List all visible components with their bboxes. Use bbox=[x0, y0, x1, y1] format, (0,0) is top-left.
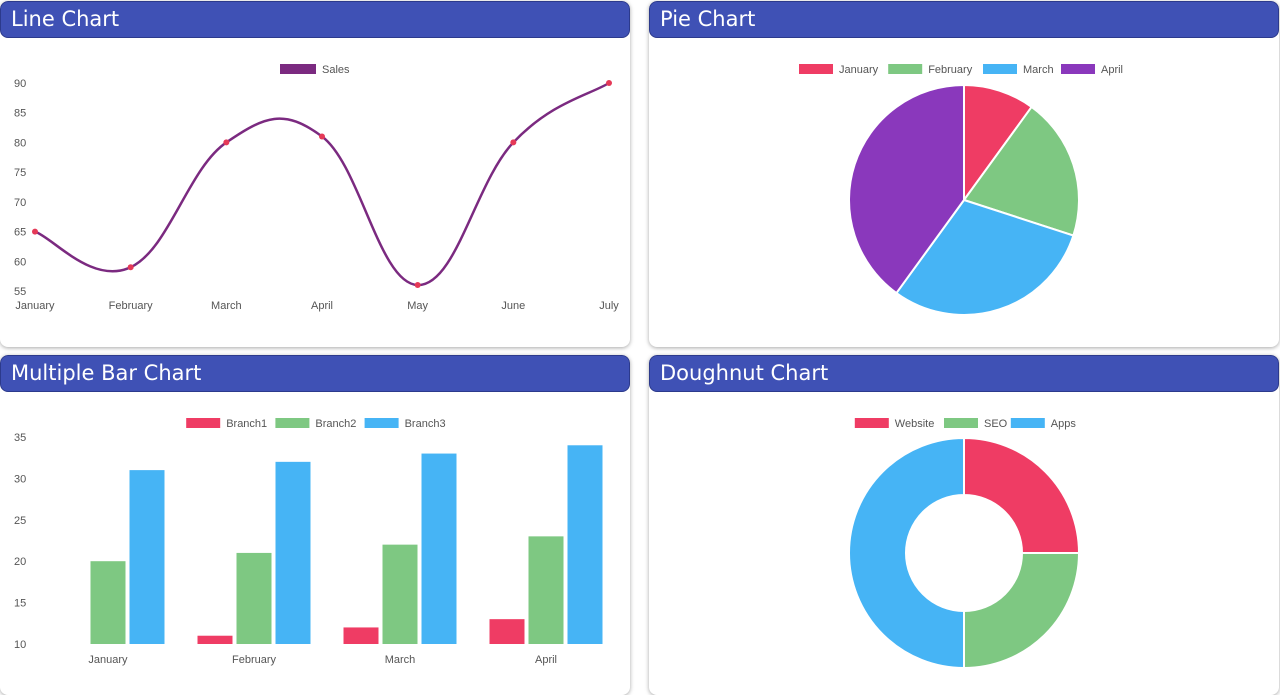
doughnut-slice-seo bbox=[963, 552, 1081, 670]
doughnut-chart-card: Doughnut Chart Website SEO Apps bbox=[649, 355, 1279, 695]
bar-branch3-february bbox=[275, 461, 311, 644]
doughnut-legend-swatch bbox=[944, 418, 978, 428]
bar-branch3-january bbox=[129, 470, 165, 644]
line-x-tick: June bbox=[501, 300, 525, 312]
bar-chart: Branch1 Branch2 Branch3 35 30 25 20 15 10 January… bbox=[14, 418, 603, 666]
bar-legend-swatch bbox=[186, 418, 221, 428]
doughnut-legend-swatch bbox=[1010, 418, 1045, 428]
bar-x-tick: April bbox=[535, 654, 557, 666]
bar-legend-swatch bbox=[364, 418, 399, 428]
line-x-tick: July bbox=[599, 300, 619, 312]
bar-branch3-march bbox=[421, 453, 457, 644]
doughnut-slice-website bbox=[963, 436, 1081, 554]
line-chart-header: Line Chart bbox=[0, 1, 630, 38]
bar-legend-label: Branch3 bbox=[405, 418, 446, 430]
bar-branch3-april bbox=[567, 445, 603, 644]
line-point bbox=[223, 139, 230, 146]
line-chart-title: Line Chart bbox=[11, 7, 120, 31]
pie-chart-header: Pie Chart bbox=[649, 1, 1279, 38]
doughnut-chart: Website SEO Apps bbox=[848, 418, 1081, 670]
pie-legend-swatch bbox=[983, 64, 1017, 74]
pie-legend-label: February bbox=[928, 64, 973, 76]
line-y-tick: 80 bbox=[14, 137, 26, 149]
line-x-tick: February bbox=[109, 300, 154, 312]
line-point bbox=[606, 80, 612, 86]
line-y-tick: 70 bbox=[14, 197, 26, 209]
bar-branch1-april bbox=[489, 619, 525, 644]
line-x-tick: April bbox=[311, 300, 333, 312]
bar-y-tick: 25 bbox=[14, 515, 26, 527]
pie-legend-swatch bbox=[1061, 64, 1095, 74]
pie-legend-swatch bbox=[799, 64, 833, 74]
pie-legend-label: March bbox=[1023, 64, 1054, 76]
line-chart-card: Line Chart Sales 90 85 80 75 70 65 60 55 January F… bbox=[0, 1, 630, 347]
line-legend-label: Sales bbox=[322, 64, 350, 76]
line-chart: Sales 90 85 80 75 70 65 60 55 January February Marc… bbox=[14, 64, 619, 312]
line-x-tick: January bbox=[15, 300, 55, 312]
bar-chart-card: Multiple Bar Chart Branch1 Branch2 Branch3… bbox=[0, 355, 630, 695]
line-y-tick: 90 bbox=[14, 78, 26, 90]
bar-y-tick: 10 bbox=[14, 639, 26, 651]
line-x-tick: May bbox=[407, 300, 428, 312]
pie-legend-label: April bbox=[1101, 64, 1123, 76]
doughnut-legend-label: Apps bbox=[1051, 418, 1077, 430]
bar-branch2-february bbox=[236, 552, 272, 644]
bar-y-tick: 35 bbox=[14, 432, 26, 444]
pie-legend-swatch bbox=[888, 64, 923, 74]
bar-legend-swatch bbox=[275, 418, 310, 428]
bar-x-tick: March bbox=[385, 654, 416, 666]
pie-slice-february bbox=[962, 105, 1080, 237]
doughnut-legend-label: SEO bbox=[984, 418, 1008, 430]
line-point bbox=[319, 133, 325, 140]
line-y-tick: 60 bbox=[14, 256, 26, 268]
line-point bbox=[32, 228, 38, 235]
line-point bbox=[510, 139, 517, 146]
bar-legend-label: Branch1 bbox=[226, 418, 267, 430]
line-y-tick: 65 bbox=[14, 227, 26, 239]
pie-slice-april bbox=[848, 83, 965, 295]
line-legend-swatch bbox=[280, 64, 316, 74]
bar-chart-title: Multiple Bar Chart bbox=[11, 361, 202, 385]
line-x-tick: March bbox=[211, 300, 242, 312]
bar-x-tick: February bbox=[232, 654, 277, 666]
pie-slice-march bbox=[895, 198, 1075, 316]
doughnut-chart-title: Doughnut Chart bbox=[660, 361, 829, 385]
bar-legend-label: Branch2 bbox=[315, 418, 356, 430]
bar-branch2-january bbox=[90, 561, 126, 644]
line-point bbox=[127, 264, 134, 271]
doughnut-legend-swatch bbox=[854, 418, 889, 428]
bar-y-tick: 15 bbox=[14, 598, 26, 610]
pie-legend-label: January bbox=[839, 64, 879, 76]
pie-chart: January February March April bbox=[799, 64, 1123, 316]
bar-y-tick: 20 bbox=[14, 556, 26, 568]
line-y-tick: 85 bbox=[14, 108, 26, 120]
bar-branch2-april bbox=[528, 536, 564, 644]
line-y-tick: 75 bbox=[14, 167, 26, 179]
line-y-tick: 55 bbox=[14, 286, 26, 298]
bar-branch1-march bbox=[343, 627, 379, 644]
doughnut-legend-label: Website bbox=[895, 418, 935, 430]
bar-y-tick: 30 bbox=[14, 473, 26, 485]
pie-slice-january bbox=[963, 83, 1033, 204]
pie-chart-card: Pie Chart January February March April bbox=[649, 1, 1279, 347]
doughnut-slice-apps bbox=[848, 436, 965, 670]
doughnut-chart-header: Doughnut Chart bbox=[649, 355, 1279, 392]
bar-branch1-february bbox=[197, 635, 233, 644]
bar-chart-header: Multiple Bar Chart bbox=[0, 355, 630, 392]
line-point bbox=[414, 282, 421, 289]
pie-chart-title: Pie Chart bbox=[660, 7, 756, 31]
line-series-sales bbox=[34, 81, 610, 287]
bar-x-tick: January bbox=[88, 654, 128, 666]
bar-branch2-march bbox=[382, 544, 418, 644]
